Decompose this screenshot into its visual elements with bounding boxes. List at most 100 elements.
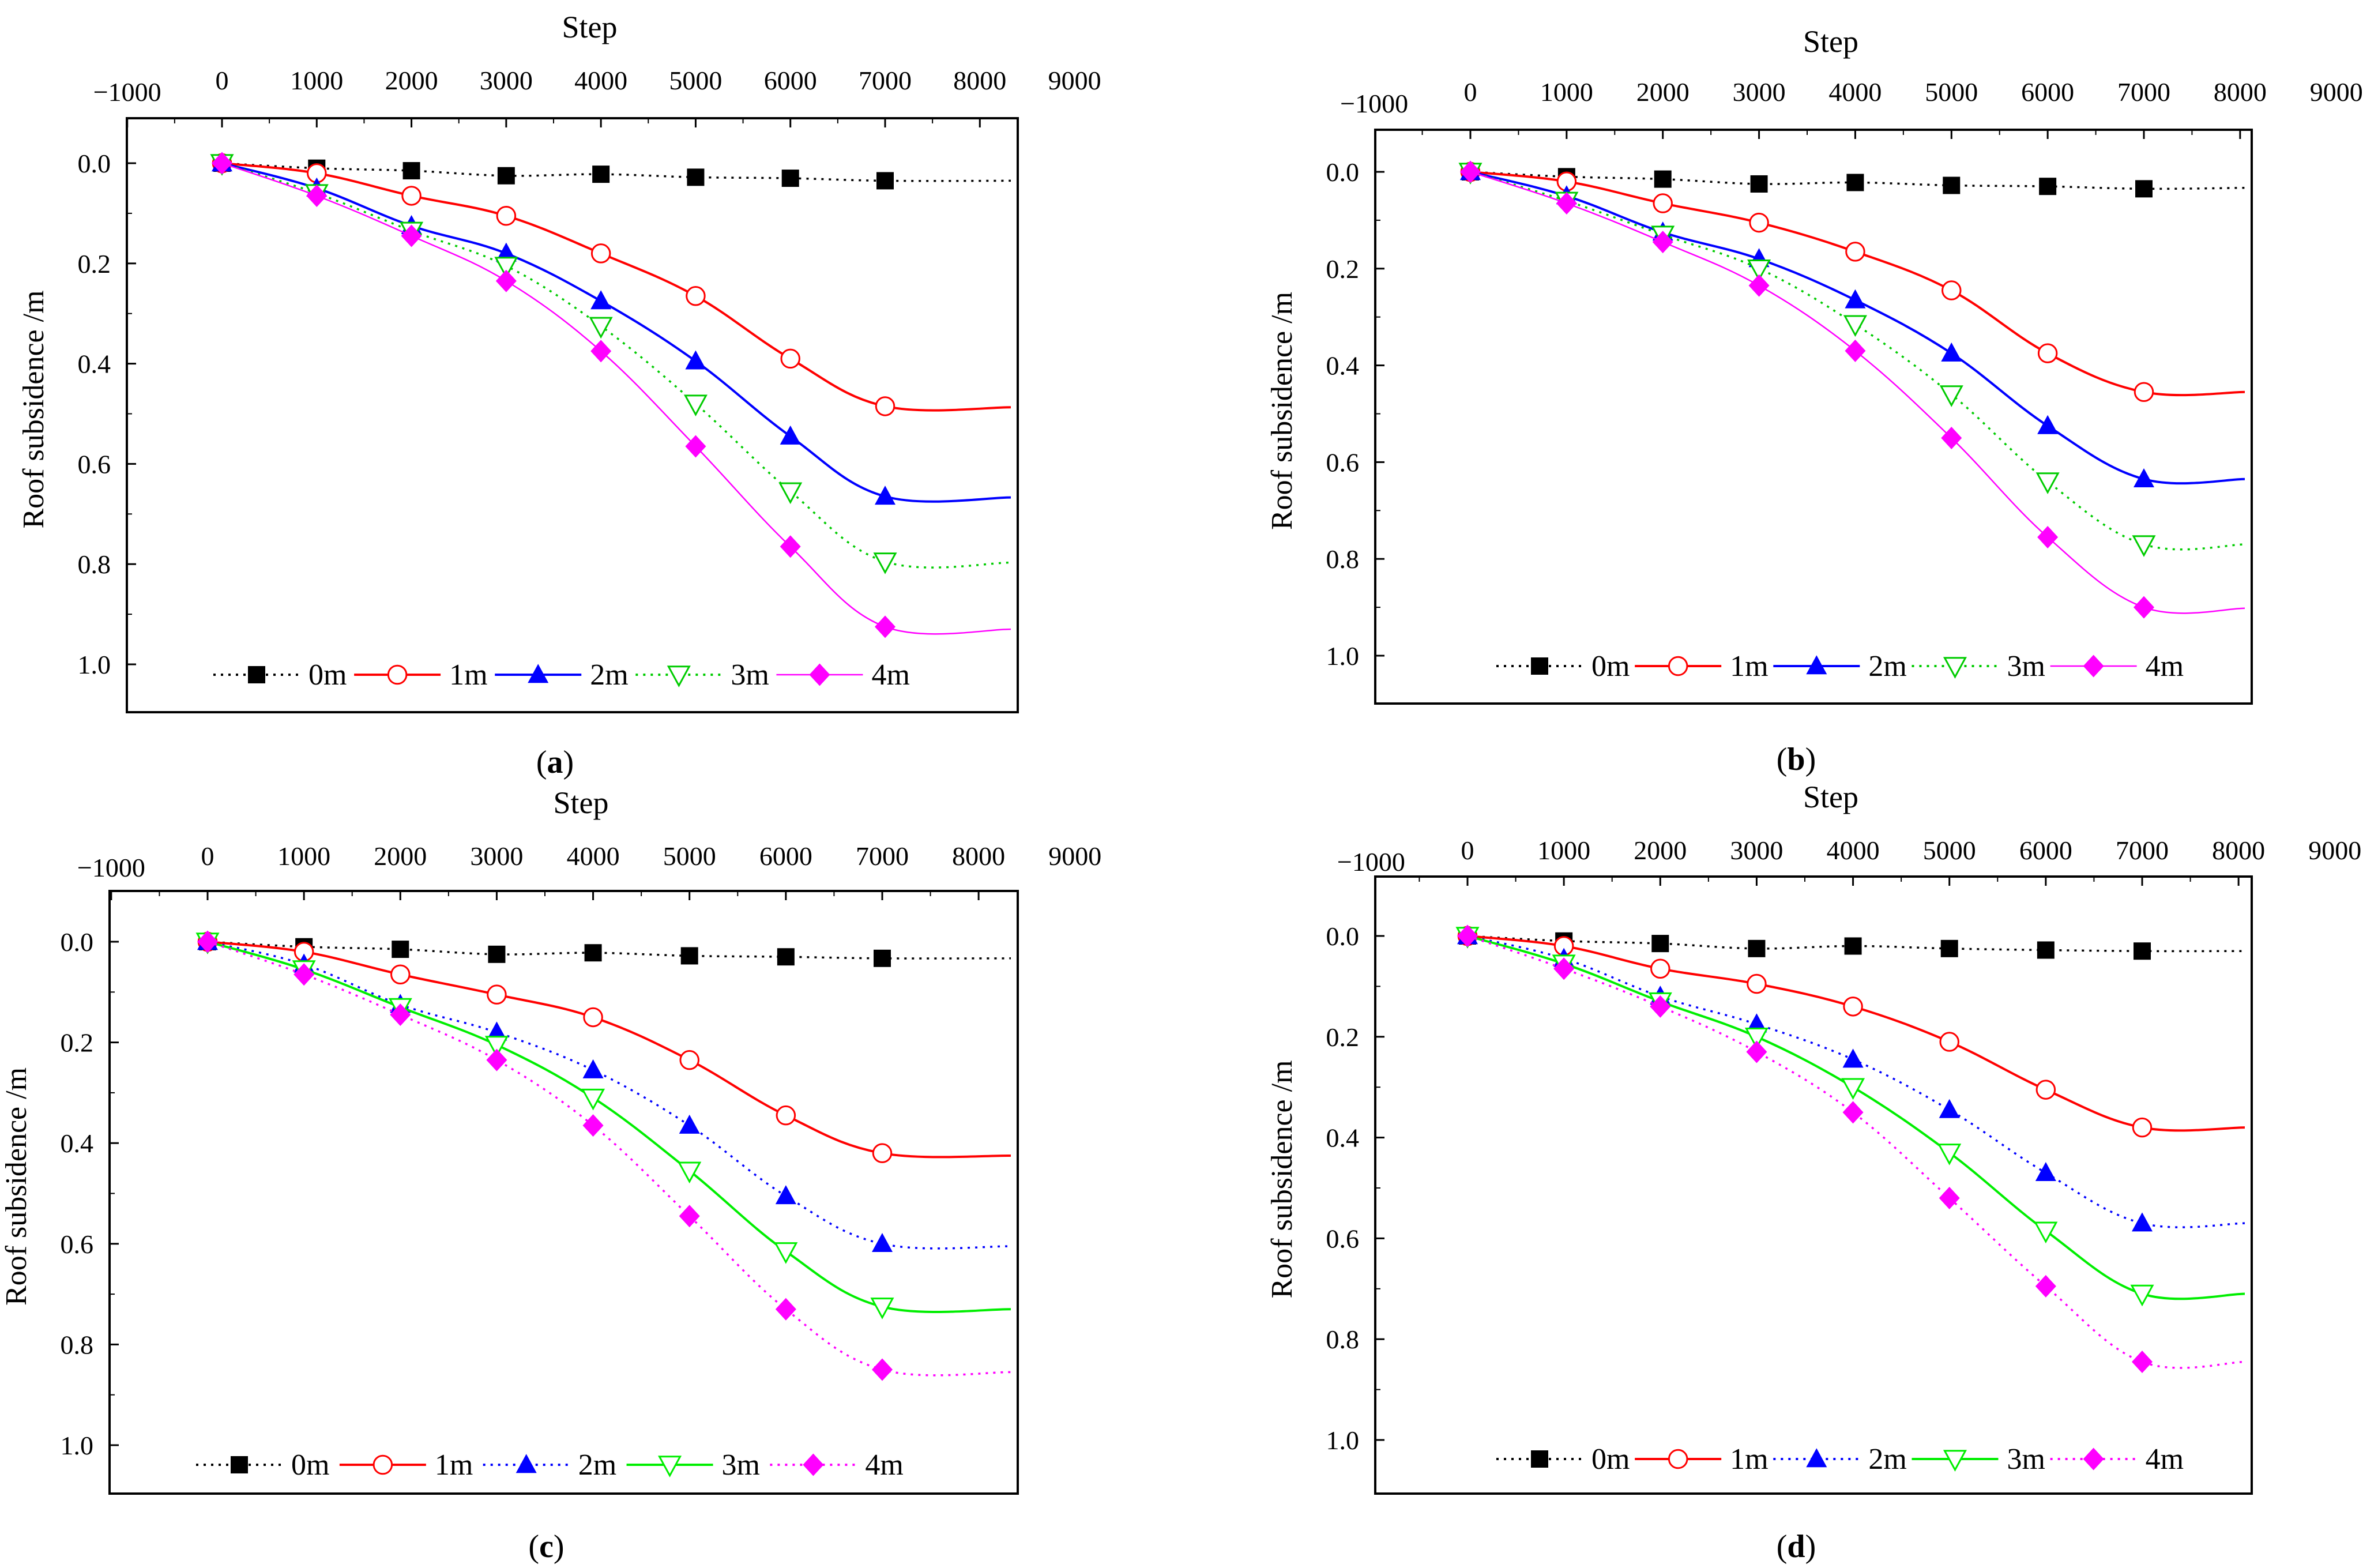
data-point-4m-0 [1460, 160, 1481, 183]
y-tick-label: 1.0 [1326, 1426, 1360, 1455]
legend-marker-3m [658, 1456, 682, 1477]
legend-marker-3m [1943, 1450, 1967, 1472]
data-point-4m-3000 [495, 269, 517, 292]
legend-label-4m: 4m [2146, 650, 2184, 683]
data-point-4m-0 [212, 152, 232, 175]
data-point-1m-6000 [780, 348, 800, 369]
series-1m [1460, 161, 2245, 402]
y-tick-label: 1.0 [1326, 641, 1360, 671]
series-line-3m [207, 941, 1011, 1314]
plot-frame [1374, 875, 2253, 1495]
x-axis-title: Step [1803, 24, 1858, 59]
panel-label: (d) [1777, 1529, 1816, 1565]
y-tick-label: 0.8 [61, 1330, 94, 1359]
legend-marker-1m [387, 664, 408, 685]
legend-label-4m: 4m [871, 659, 909, 691]
data-point-2m-7000 [872, 1233, 893, 1253]
data-point-0m-7000 [874, 949, 891, 967]
data-point-1m-3000 [496, 205, 517, 226]
panel-label: (b) [1777, 742, 1816, 777]
y-tick-label: 0.8 [78, 550, 111, 579]
panel-label-letter: d [1787, 1529, 1805, 1565]
series-line-0m [1470, 171, 2245, 190]
data-point-4m-7000 [2132, 1351, 2153, 1374]
legend-marker-1m [372, 1454, 393, 1475]
data-point-0m-6000 [2037, 941, 2055, 959]
x-tick-label: 6000 [2019, 836, 2072, 865]
data-point-2m-5000 [1939, 1099, 1960, 1118]
data-point-0m-3000 [1750, 175, 1768, 193]
data-point-0m-3000 [488, 945, 506, 963]
data-point-1m-4000 [590, 243, 611, 264]
data-point-0m-6000 [2039, 178, 2057, 195]
data-point-3m-3000 [1744, 1028, 1769, 1050]
x-tick-label: 1000 [290, 66, 343, 95]
data-point-3m-7000 [870, 1298, 894, 1319]
data-point-1m-4000 [1843, 997, 1863, 1017]
data-point-1m-3000 [1749, 212, 1769, 233]
data-point-3m-7000 [873, 552, 897, 574]
data-point-0m-4000 [584, 944, 602, 962]
data-point-1m-2000 [390, 964, 411, 984]
data-point-3m-4000 [1841, 1078, 1865, 1100]
y-tick-label: 0.6 [1326, 448, 1360, 477]
data-point-2m-4000 [582, 1059, 604, 1078]
data-point-2m-6000 [2037, 415, 2059, 434]
x-tick-label: 5000 [1923, 836, 1976, 865]
data-point-0m-5000 [1940, 939, 1958, 957]
data-point-4m-6000 [2035, 1274, 2056, 1298]
series-3m [210, 154, 1011, 574]
legend-marker-0m [231, 1456, 248, 1473]
y-tick-label: 0.4 [78, 349, 111, 379]
data-point-1m-6000 [2037, 343, 2058, 363]
series-line-1m [1470, 171, 2245, 397]
data-point-4m-1000 [1556, 192, 1577, 215]
data-point-0m-4000 [592, 166, 610, 183]
y-tick-label: 1.0 [78, 650, 111, 679]
legend-label-0m: 0m [1591, 1443, 1630, 1476]
data-point-4m-2000 [1652, 231, 1673, 254]
legend-marker-1m [1668, 1449, 1688, 1469]
data-point-4m-6000 [775, 1298, 796, 1321]
data-point-0m-2000 [1651, 935, 1669, 953]
x-tick-label: 5000 [1925, 77, 1978, 107]
panel-label-open: ( [1777, 742, 1788, 777]
x-tick-label: 1000 [1540, 77, 1593, 107]
series-0m [199, 933, 1011, 967]
x-tick-label: 2000 [1636, 77, 1690, 107]
x-tick-label: 6000 [2021, 77, 2074, 107]
data-point-1m-5000 [1939, 1032, 1959, 1052]
x-tick-label: 7000 [2116, 836, 2169, 865]
y-axis-title: Roof subsidence /m [0, 1067, 33, 1306]
x-tick-label: 9000 [2310, 77, 2363, 107]
legend-label-1m: 1m [1730, 1443, 1768, 1476]
data-point-2m-5000 [1941, 342, 1962, 362]
legend-label-0m: 0m [1591, 650, 1630, 683]
data-point-0m-6000 [777, 948, 795, 966]
data-point-3m-4000 [1843, 315, 1867, 337]
data-point-1m-2000 [1650, 958, 1670, 979]
x-tick-label: 9000 [2308, 836, 2361, 865]
data-point-4m-1000 [1553, 957, 1575, 980]
data-point-3m-6000 [778, 482, 803, 505]
chart-panel-d: Step −1000 0 1000 2000 3000 4000 5000 6000 7000 80… [1266, 780, 2361, 1565]
series-line-4m [1470, 171, 2245, 614]
data-point-3m-6000 [2034, 1221, 2058, 1244]
legend: 0m 1m 2m 3m 4m [1496, 1443, 2184, 1476]
legend-label-2m: 2m [590, 659, 628, 691]
series-line-1m [207, 941, 1011, 1159]
data-point-1m-7000 [872, 1143, 893, 1163]
chart-panel-c: Step −1000 0 1000 2000 3000 4000 5000 6000 7000 80… [0, 785, 1101, 1565]
data-point-3m-3000 [484, 1036, 509, 1058]
legend-label-3m: 3m [731, 659, 769, 691]
data-point-4m-0 [1457, 924, 1478, 947]
data-point-4m-4000 [582, 1114, 604, 1137]
data-point-0m-3000 [1748, 939, 1766, 957]
series-4m [197, 930, 1011, 1381]
series-2m [212, 152, 1011, 505]
series-3m [1458, 163, 2245, 557]
legend: 0m 1m 2m 3m 4m [196, 1449, 904, 1481]
data-point-4m-0 [197, 930, 218, 953]
x-tick-label: 6000 [764, 66, 817, 95]
